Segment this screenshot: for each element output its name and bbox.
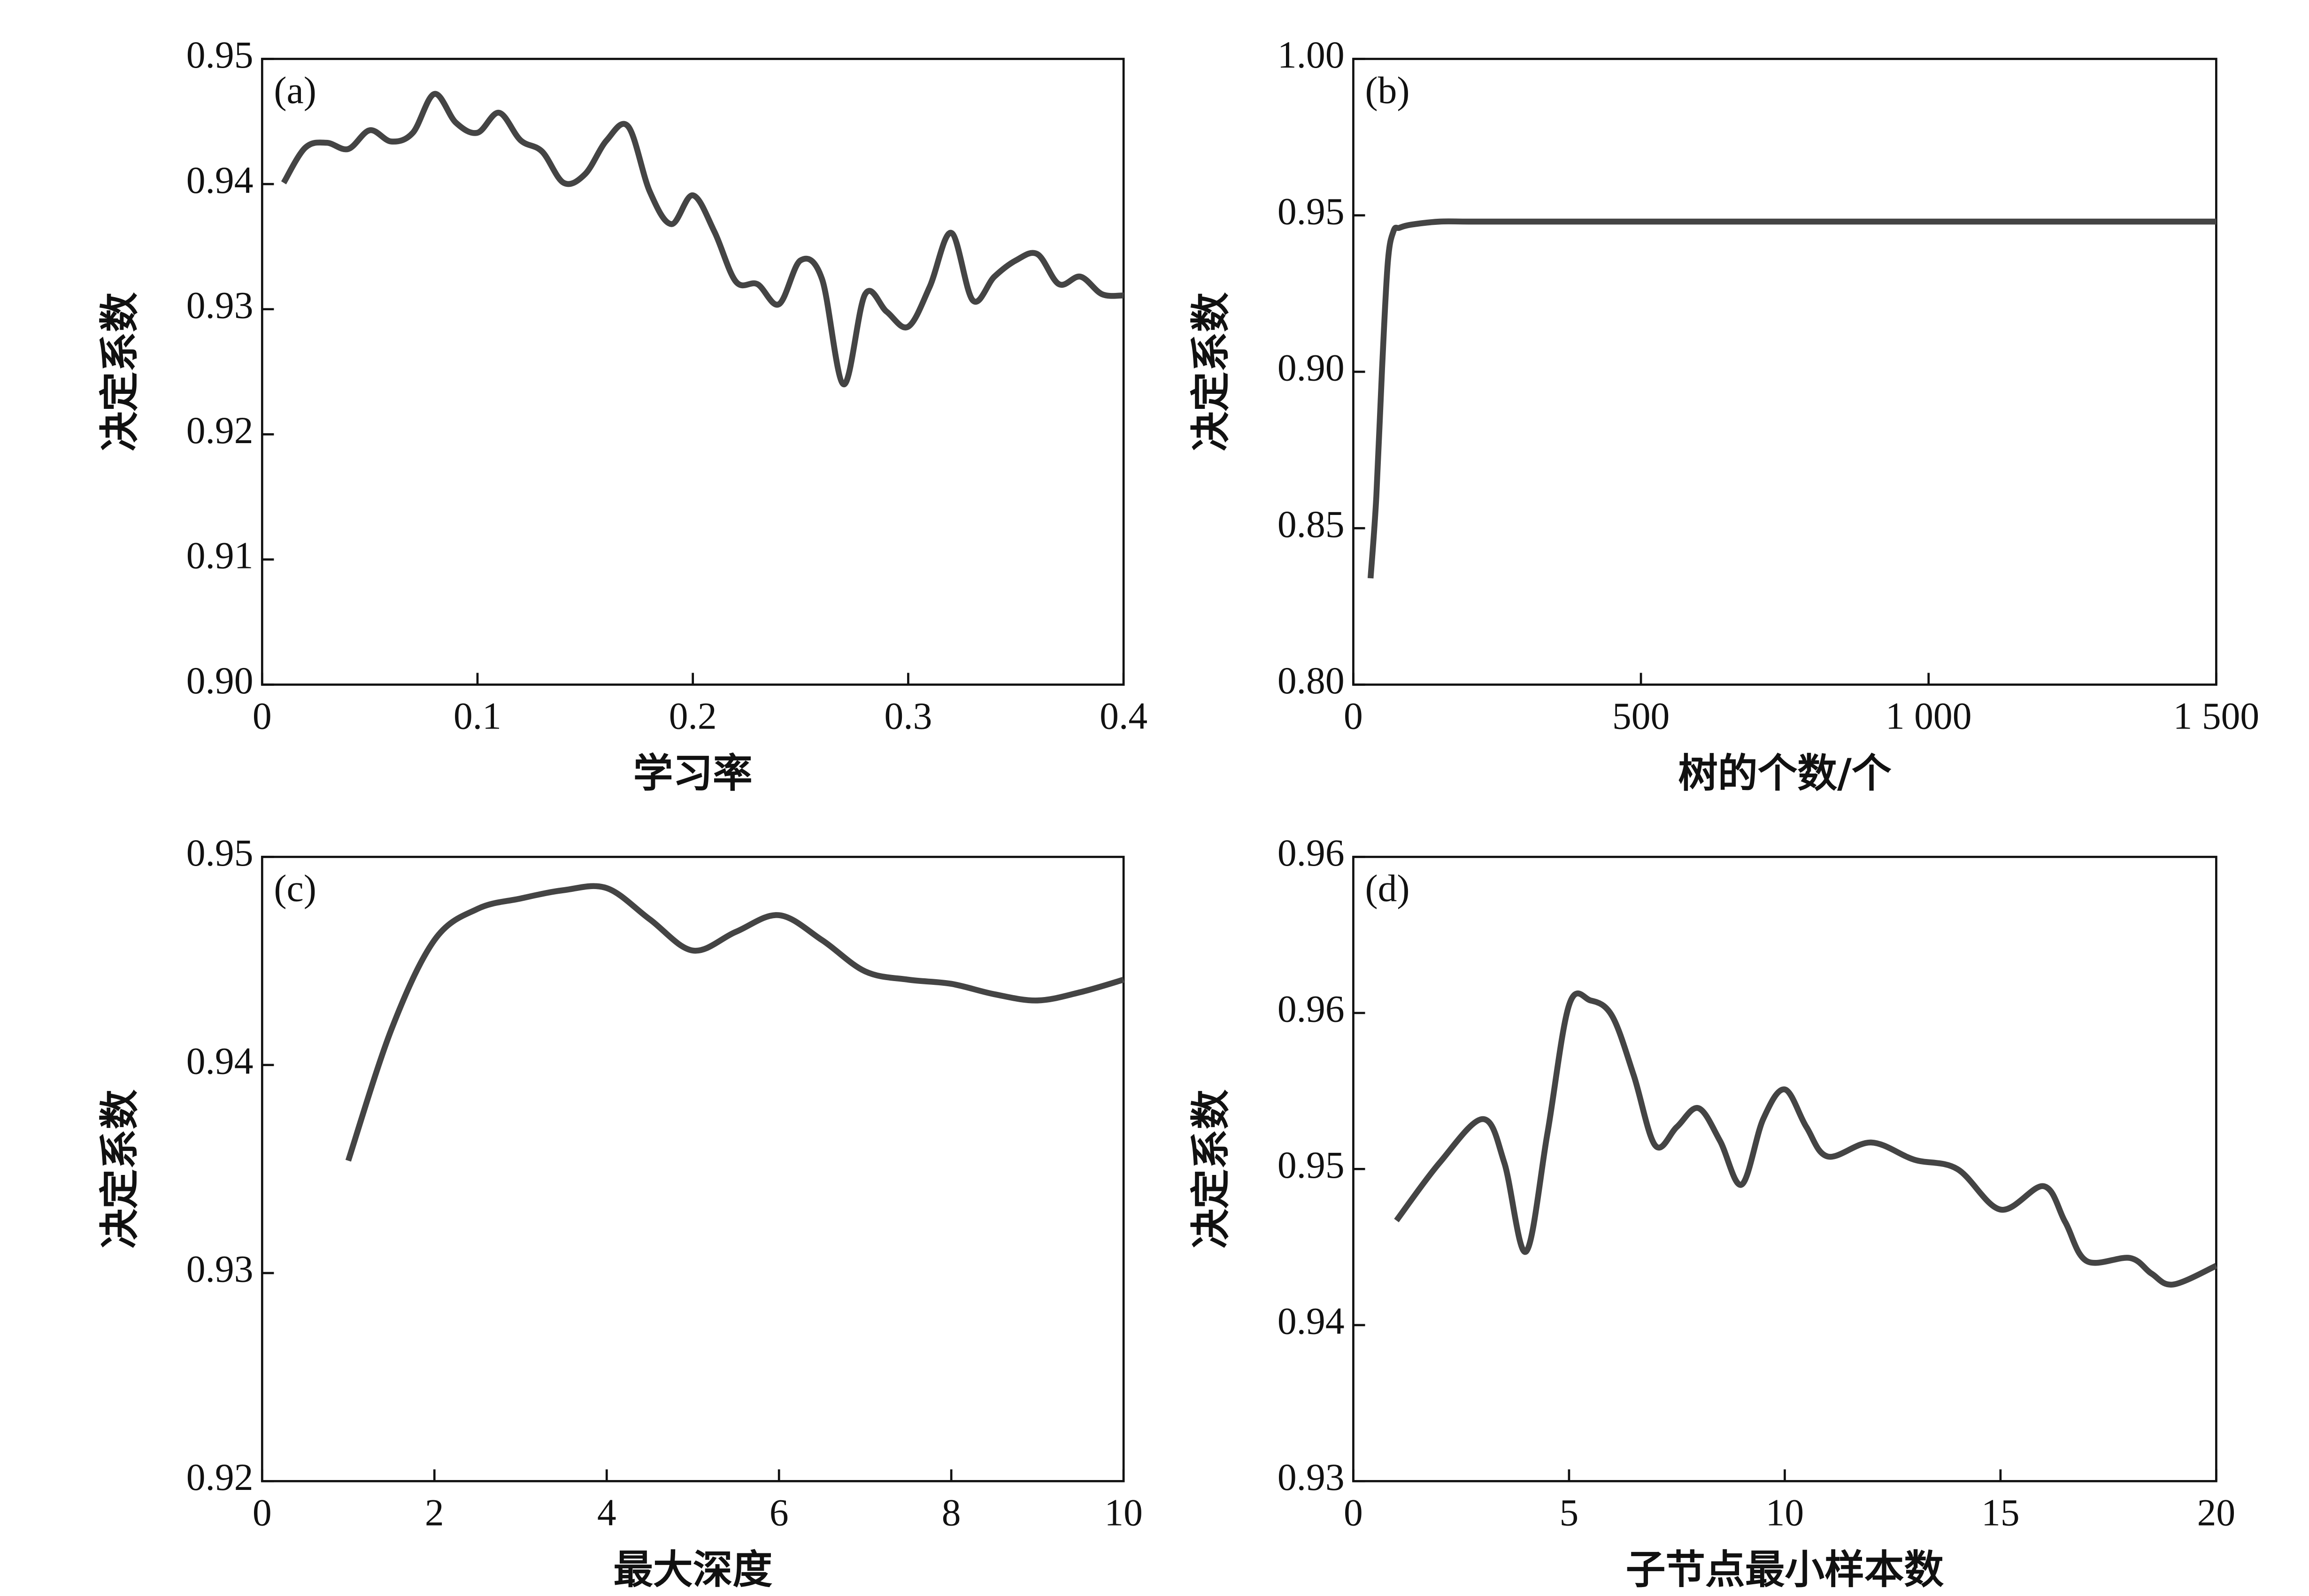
- x-tick-label: 20: [2197, 1491, 2236, 1534]
- y-tick-label: 0.90: [1278, 346, 1345, 389]
- plot-frame: [1352, 58, 2217, 686]
- y-tick-label: 0.95: [186, 33, 254, 76]
- panel: 0.80 0.85 0.90 0.95 1.00 0 500 1 000 1 500 (b) 树的个…: [1187, 33, 2259, 796]
- data-line: [281, 91, 1124, 387]
- plot-frame: [1352, 856, 2217, 1482]
- x-axis-label: 子节点最小样本数: [1626, 1546, 1944, 1593]
- x-tick-label: 5: [1560, 1491, 1579, 1534]
- y-tick-label: 0.92: [186, 409, 254, 452]
- x-tick-label: 10: [1104, 1491, 1143, 1534]
- panel-label: (b): [1365, 69, 1410, 111]
- x-tick-label: 500: [1612, 694, 1670, 737]
- y-tick-label: 0.95: [1278, 190, 1345, 232]
- x-tick-label: 2: [425, 1491, 444, 1534]
- y-tick-label: 0.93: [1278, 1456, 1345, 1498]
- y-tick-label: 0.94: [1278, 1300, 1345, 1343]
- y-tick-label: 0.94: [186, 1039, 254, 1082]
- plot-frame: [261, 58, 1125, 686]
- x-tick-label: 10: [1766, 1491, 1804, 1534]
- x-tick-label: 4: [597, 1491, 616, 1534]
- y-tick-label: 0.95: [186, 831, 254, 874]
- x-tick-label: 0: [1344, 694, 1363, 737]
- y-tick-label: 0.95: [1278, 1143, 1345, 1186]
- x-tick-label: 8: [942, 1491, 961, 1534]
- panel: 0.90 0.91 0.92 0.93 0.94 0.95 0 0.1 0.2 0.3 0.4 (a)…: [96, 33, 1147, 796]
- y-tick-label: 0.96: [1278, 831, 1345, 874]
- y-axis-label: 决定系数: [1187, 292, 1234, 451]
- panel: 0.92 0.93 0.94 0.95 0 2 4 6 8 10 (c) 最大深度 决定系数: [96, 831, 1143, 1593]
- data-line: [1367, 218, 2217, 579]
- y-tick-label: 0.93: [186, 1248, 254, 1290]
- x-tick-label: 0.4: [1100, 694, 1147, 737]
- x-axis-label: 树的个数/个: [1678, 750, 1892, 796]
- data-line: [345, 883, 1124, 1162]
- panel-label: (a): [274, 69, 316, 111]
- x-tick-label: 0.1: [454, 694, 501, 737]
- x-tick-label: 1 000: [1886, 694, 1971, 737]
- x-tick-label: 0: [253, 694, 272, 737]
- data-line: [1394, 990, 2218, 1288]
- plot-frame: [261, 856, 1125, 1482]
- y-tick-label: 0.93: [186, 284, 254, 326]
- x-axis-label: 学习率: [633, 750, 753, 796]
- y-tick-label: 1.00: [1278, 33, 1345, 76]
- x-tick-label: 0.2: [669, 694, 717, 737]
- y-tick-label: 0.96: [1278, 988, 1345, 1030]
- panel-label: (c): [274, 867, 316, 909]
- x-tick-label: 6: [770, 1491, 789, 1534]
- y-tick-label: 0.80: [1278, 659, 1345, 702]
- panel-label: (d): [1365, 867, 1410, 909]
- x-tick-label: 1 500: [2173, 694, 2259, 737]
- y-axis-label: 决定系数: [1187, 1090, 1234, 1249]
- y-axis-label: 决定系数: [96, 1090, 143, 1249]
- y-tick-label: 0.90: [186, 659, 254, 702]
- y-tick-label: 0.85: [1278, 503, 1345, 545]
- x-tick-label: 0: [1344, 1491, 1363, 1534]
- x-tick-label: 0.3: [884, 694, 932, 737]
- x-tick-label: 15: [1981, 1491, 2020, 1534]
- y-tick-label: 0.91: [186, 534, 254, 577]
- y-tick-label: 0.94: [186, 159, 254, 201]
- panel: 0.93 0.94 0.95 0.96 0.96 0 5 10 15 20 (d) 子节点最小样本数 决…: [1187, 831, 2235, 1593]
- x-tick-label: 0: [253, 1491, 272, 1534]
- x-axis-label: 最大深度: [613, 1546, 772, 1593]
- y-tick-label: 0.92: [186, 1456, 254, 1498]
- y-axis-label: 决定系数: [96, 292, 143, 451]
